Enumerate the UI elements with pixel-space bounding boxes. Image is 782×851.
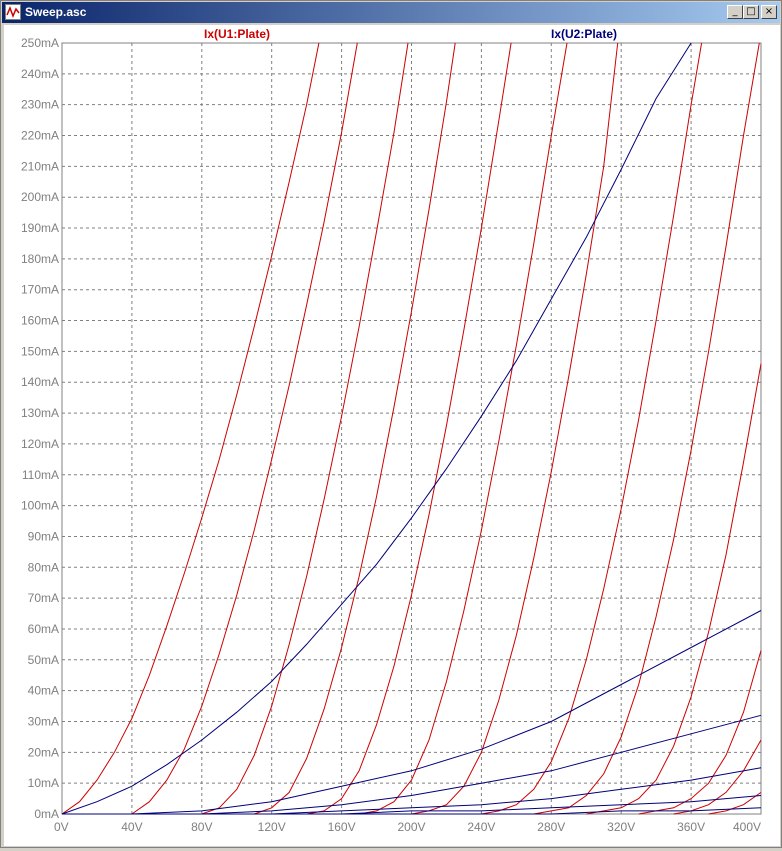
y-tick-label: 20mA	[28, 745, 59, 759]
legend-entry[interactable]: Ix(U1:Plate)	[204, 27, 270, 41]
series-curve[interactable]	[201, 42, 409, 815]
y-tick-label: 150mA	[21, 344, 59, 358]
title-bar[interactable]: Sweep.asc _ □ ×	[2, 2, 780, 23]
series-curve[interactable]	[254, 42, 456, 815]
x-tick-label: 240V	[467, 820, 495, 834]
y-tick-label: 200mA	[21, 190, 59, 204]
waveform-icon	[5, 4, 21, 20]
window-title: Sweep.asc	[25, 5, 87, 19]
y-tick-label: 110mA	[22, 468, 59, 482]
y-tick-label: 30mA	[28, 714, 59, 728]
series-curve[interactable]	[533, 42, 760, 815]
chart-svg[interactable]: 0mA 10mA 20mA 30mA 40mA 50mA 60mA 70mA 80mA 90mA 1…	[4, 25, 780, 846]
y-tick-label: 10mA	[28, 776, 59, 790]
series-curve[interactable]	[62, 610, 762, 815]
close-button[interactable]: ×	[761, 5, 777, 19]
y-tick-label: 190mA	[21, 221, 59, 235]
series-curve[interactable]	[481, 42, 703, 815]
x-tick-label: 320V	[607, 820, 635, 834]
x-tick-label: 360V	[677, 820, 705, 834]
y-tick-label: 50mA	[28, 653, 59, 667]
y-tick-label: 140mA	[21, 375, 59, 389]
y-tick-label: 230mA	[21, 98, 59, 112]
series-curve[interactable]	[306, 42, 512, 815]
series-curve[interactable]	[61, 42, 692, 815]
y-tick-label: 180mA	[21, 252, 59, 266]
x-tick-label: 80V	[191, 820, 212, 834]
y-tick-label: 130mA	[21, 406, 59, 420]
series-curve[interactable]	[62, 807, 762, 815]
y-tick-label: 240mA	[21, 67, 59, 81]
legend[interactable]: Ix(U1:Plate) Ix(U2:Plate)	[204, 27, 617, 41]
x-tick-label: 120V	[258, 820, 286, 834]
y-tick-label: 220mA	[21, 129, 59, 143]
minimize-button[interactable]: _	[727, 5, 743, 19]
series-curve[interactable]	[708, 791, 762, 815]
series-curve[interactable]	[131, 42, 358, 815]
x-tick-label: 280V	[537, 820, 565, 834]
x-tick-label: 400V	[733, 820, 761, 834]
y-tick-label: 160mA	[21, 314, 59, 328]
series-curve[interactable]	[673, 739, 762, 815]
plot-area[interactable]: 0mA 10mA 20mA 30mA 40mA 50mA 60mA 70mA 80mA 90mA 1…	[4, 25, 780, 846]
x-tick-label: 40V	[121, 820, 142, 834]
series-curve[interactable]	[638, 650, 762, 815]
y-tick-label: 70mA	[28, 591, 59, 605]
y-tick-label: 80mA	[28, 560, 59, 574]
series-curve[interactable]	[586, 363, 762, 815]
y-tick-label: 170mA	[21, 283, 59, 297]
y-tick-label: 120mA	[21, 437, 59, 451]
series-curve[interactable]	[62, 767, 762, 815]
close-icon: ×	[764, 6, 774, 17]
y-tick-label: 100mA	[21, 499, 59, 513]
series-curve[interactable]	[62, 714, 762, 815]
series-curve[interactable]	[411, 42, 619, 815]
x-tick-label: 160V	[328, 820, 356, 834]
y-tick-label: 40mA	[28, 684, 59, 698]
grid-lines	[62, 43, 761, 814]
legend-entry[interactable]: Ix(U2:Plate)	[551, 27, 617, 41]
minimize-icon: _	[732, 6, 738, 17]
y-tick-label: 90mA	[28, 529, 59, 543]
maximize-icon: □	[746, 6, 756, 17]
x-tick-label: 200V	[397, 820, 425, 834]
x-tick-label: 0V	[54, 820, 69, 834]
x-axis-ticks: 0V 40V 80V 120V 160V 200V 240V 280V 320V 360V 400V	[54, 820, 761, 834]
series-curve[interactable]	[61, 42, 320, 815]
series-lines[interactable]	[61, 42, 762, 815]
series-curve[interactable]	[62, 795, 762, 815]
series-Ix(U2:Plate)[interactable]	[61, 42, 762, 815]
y-tick-label: 210mA	[21, 159, 59, 173]
y-tick-label: 250mA	[21, 36, 59, 50]
series-curve[interactable]	[359, 42, 568, 815]
maximize-button[interactable]: □	[743, 5, 759, 19]
y-tick-label: 0mA	[34, 807, 59, 821]
y-tick-label: 60mA	[28, 622, 59, 636]
y-axis-ticks: 0mA 10mA 20mA 30mA 40mA 50mA 60mA 70mA 80mA 90mA 1…	[21, 36, 59, 821]
series-Ix(U1:Plate)[interactable]	[61, 42, 762, 815]
